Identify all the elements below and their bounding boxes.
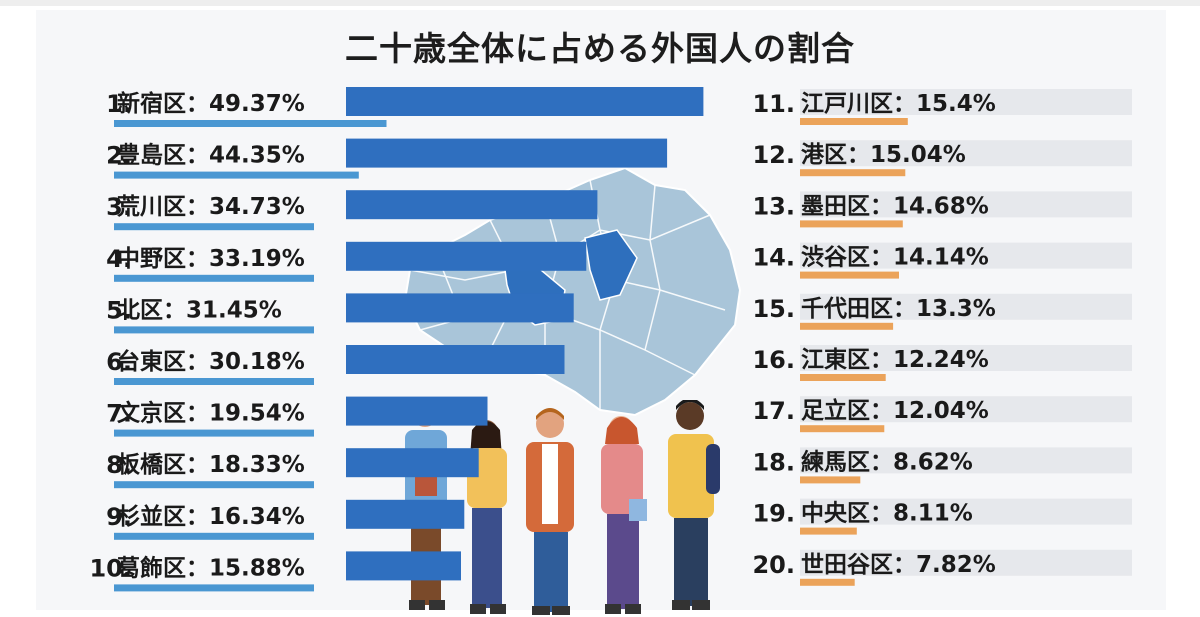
bar-track [800,140,1132,167]
rank-label: 9. [106,503,132,531]
category-value-label: 港区：15.04% [801,142,966,168]
rank-label: 4. [106,245,132,273]
rank-label: 18. [752,448,795,476]
category-value-label: 江戸川区：15.4% [801,91,996,117]
category-value-label: 板橋区：18.33% [117,452,305,478]
rank-label: 1. [106,90,132,118]
category-value-label: 練馬区：8.62% [801,448,973,475]
category-value-label: 荒川区：34.73% [117,194,305,220]
category-value-label: 墨田区：14.68% [801,193,989,219]
top-border [0,0,1200,6]
rank-label: 2. [106,142,132,170]
rank-label: 8. [106,451,132,479]
bar [346,138,668,168]
bar-track [800,447,1132,474]
underline-bar [800,271,899,279]
rank-label: 15. [752,295,795,323]
underline-bar [800,578,855,586]
underline-bar [114,378,314,385]
bar [346,345,565,374]
rank-label: 12. [752,141,795,169]
bar [346,241,587,271]
underline-bar [800,169,906,177]
bar [346,448,479,478]
bar [346,190,598,220]
underline-bar [114,429,314,437]
underline-bar [800,527,857,535]
underline-bar [800,220,903,228]
bar-track [800,498,1132,525]
bar [346,396,488,426]
category-value-label: 北区：31.45% [117,297,282,323]
rank-label: 3. [106,193,132,221]
underline-bar [114,171,359,179]
category-value-label: 台東区：30.18% [117,348,305,375]
underline-bar [114,274,314,282]
rank-label: 19. [752,500,795,528]
category-value-label: 千代田区：13.3% [801,296,996,322]
underline-bar [800,374,886,381]
bar [346,499,465,529]
bar-track [800,89,1132,115]
category-value-label: 豊島区：44.35% [117,142,305,169]
underline-bar [800,322,894,330]
rank-label: 7. [106,400,132,428]
category-value-label: 世田谷区：7.82% [801,552,996,578]
underline-bar [800,476,861,484]
rank-label: 14. [752,244,795,272]
rank-label: 13. [752,192,795,220]
rank-label: 17. [752,397,795,425]
rank-label: 20. [752,551,795,579]
rank-label: 16. [752,346,795,374]
rank-label: 5. [106,296,132,324]
rank-label: 6. [106,348,132,376]
bar [346,293,574,323]
bar-track [800,396,1132,423]
underline-bar [114,481,314,489]
underline-bar [800,118,908,125]
underline-bar [114,223,314,231]
underline-bar [114,532,314,540]
category-value-label: 中央区：8.11% [801,501,973,527]
underline-bar [114,326,314,334]
bar-track [800,293,1132,320]
underline-bar [114,120,387,127]
bar-track [800,242,1132,269]
category-value-label: 文京区：19.54% [117,400,305,427]
category-value-label: 渋谷区：14.14% [801,245,989,271]
category-value-label: 江東区：12.24% [801,347,989,373]
category-value-label: 足立区：12.04% [801,397,989,424]
bar-track [800,345,1132,371]
bar-track [800,191,1132,218]
underline-bar [114,584,314,592]
category-value-label: 葛飾区：15.88% [116,554,305,581]
bar-track [800,549,1132,576]
category-value-label: 杉並区：16.34% [117,503,305,530]
chart-title: 二十歳全体に占める外国人の割合 [345,29,855,68]
category-value-label: 新宿区：49.37% [117,90,305,117]
rank-label: 10. [89,554,132,582]
bar [346,87,704,116]
category-value-label: 中野区：33.19% [117,246,305,272]
underline-bar [800,425,885,433]
bar [346,551,461,581]
rank-label: 11. [752,90,795,118]
